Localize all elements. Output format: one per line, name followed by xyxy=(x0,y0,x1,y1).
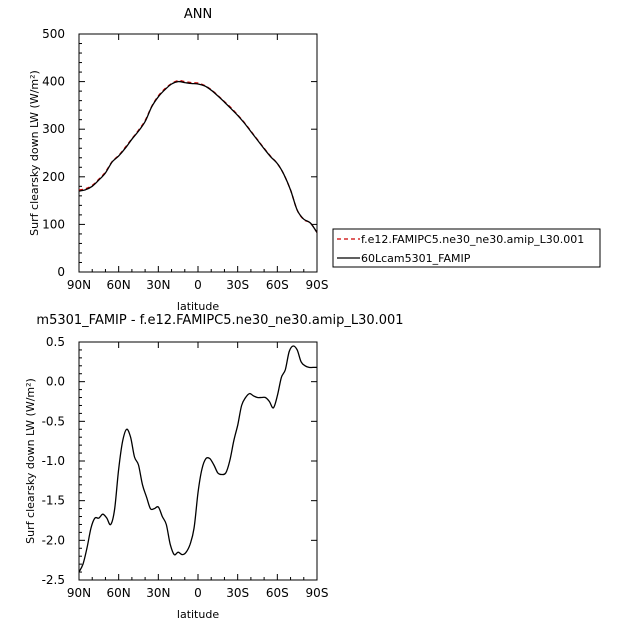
legend-box xyxy=(332,228,601,268)
legend-entry-2: 60Lcam5301_FAMIP xyxy=(361,252,471,265)
series-layer xyxy=(78,79,318,233)
chart-title: ANN xyxy=(184,7,212,22)
chart-annual-mean: ANN 90N 60N 30N 0 30S 60S 90S0100200300400500 … xyxy=(28,7,328,313)
tick-group: 90N 60N 30N 0 30S 60S 90S -2.5 -2.0 -1.5 -1.0 -0.5 0… xyxy=(42,335,329,600)
y-tick-label: -2.0 xyxy=(42,533,65,547)
x-axis-title: latitude xyxy=(177,608,219,621)
x-tick-label: 30N xyxy=(146,278,170,292)
x-tick-label: 30N xyxy=(146,586,170,600)
y-tick-label: 500 xyxy=(42,27,65,41)
y-tick-label: 200 xyxy=(42,170,65,184)
series-line xyxy=(78,79,318,233)
y-tick-label: -0.5 xyxy=(42,414,65,428)
chart-difference: m5301_FAMIP - f.e12.FAMIPC5.ne30_ne30.am… xyxy=(24,313,404,621)
plot-frame xyxy=(78,33,318,273)
x-tick-label: 90N xyxy=(67,586,91,600)
x-tick-label: 60N xyxy=(107,586,131,600)
y-tick-label: -1.0 xyxy=(42,454,65,468)
x-tick-label: 90N xyxy=(67,278,91,292)
x-tick-label: 0 xyxy=(194,586,202,600)
series-line xyxy=(78,80,318,233)
y-axis-title: Surf clearsky down LW (W/m²) xyxy=(24,378,37,544)
y-tick-label: 0 xyxy=(57,265,65,279)
x-tick-label: 30S xyxy=(226,278,249,292)
legend-entry-1: f.e12.FAMIPC5.ne30_ne30.amip_L30.001 xyxy=(361,233,584,246)
series-layer xyxy=(78,345,317,573)
y-tick-label: 300 xyxy=(42,122,65,136)
legend: f.e12.FAMIPC5.ne30_ne30.amip_L30.001 60L… xyxy=(332,228,601,268)
x-tick-label: 90S xyxy=(306,586,329,600)
x-tick-label: 60S xyxy=(266,278,289,292)
y-tick-label: 100 xyxy=(42,217,65,231)
x-tick-label: 90S xyxy=(306,278,329,292)
x-tick-label: 60N xyxy=(107,278,131,292)
x-axis-title: latitude xyxy=(177,300,219,313)
y-tick-label: -1.5 xyxy=(42,494,65,508)
y-tick-label: -2.5 xyxy=(42,573,65,587)
x-tick-label: 0 xyxy=(194,278,202,292)
x-tick-label: 30S xyxy=(226,586,249,600)
tick-group: 90N 60N 30N 0 30S 60S 90S 0 100 200 300 400 500 xyxy=(42,27,328,292)
series-line xyxy=(78,345,317,573)
y-tick-label: 0.0 xyxy=(46,375,65,389)
chart-title: m5301_FAMIP - f.e12.FAMIPC5.ne30_ne30.am… xyxy=(36,313,403,328)
x-tick-label: 60S xyxy=(266,586,289,600)
y-axis-title: Surf clearsky down LW (W/m²) xyxy=(28,70,41,236)
y-tick-label: 400 xyxy=(42,75,65,89)
y-tick-label: 0.5 xyxy=(46,335,65,349)
